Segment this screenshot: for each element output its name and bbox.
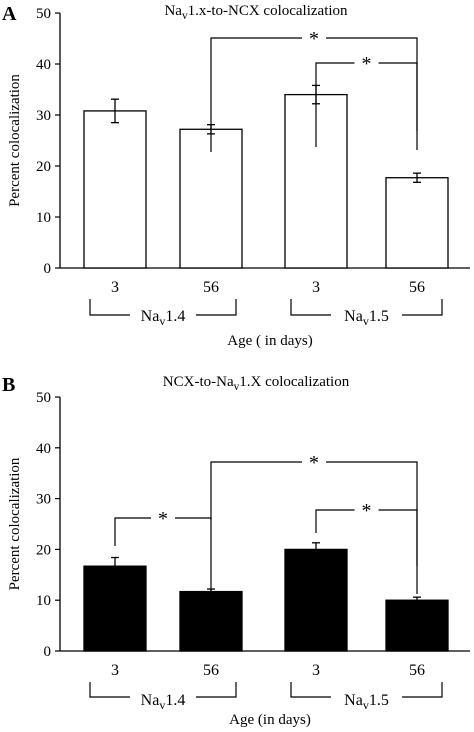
chart-title: NCX-to-Nav1.X colocalization xyxy=(163,374,350,393)
significance-bracket-right xyxy=(175,517,212,593)
bar xyxy=(385,599,449,652)
y-tick-label: 50 xyxy=(36,390,51,406)
significance-star: * xyxy=(362,500,372,522)
group-bracket-right xyxy=(196,682,237,698)
group-bracket-right xyxy=(196,299,237,316)
significance-bracket-left xyxy=(315,62,355,147)
group-label: Nav1.4 xyxy=(141,692,186,712)
significance-bracket-left xyxy=(315,509,355,533)
y-tick-label: 20 xyxy=(36,542,51,558)
group-bracket-right xyxy=(402,682,443,698)
group-bracket-right xyxy=(402,299,443,316)
category-label: 56 xyxy=(203,662,219,679)
group-bracket-left xyxy=(89,682,130,698)
x-axis-label: Age (in days) xyxy=(229,712,311,727)
group-label: Nav1.5 xyxy=(344,308,389,328)
category-label: 3 xyxy=(312,279,320,296)
category-label: 3 xyxy=(111,279,119,296)
y-axis-label: Percent colocalization xyxy=(7,74,23,207)
category-label: 3 xyxy=(111,662,119,679)
y-tick-label: 10 xyxy=(36,593,51,609)
significance-bracket-left xyxy=(210,37,302,152)
bar xyxy=(83,110,147,269)
y-tick-label: 30 xyxy=(36,108,51,124)
significance-bracket-right xyxy=(378,62,418,131)
bar xyxy=(83,565,147,652)
x-axis-label: Age ( in days) xyxy=(227,333,312,349)
y-tick-label: 40 xyxy=(36,441,51,457)
group-bracket-left xyxy=(290,682,331,698)
panel-letter: A xyxy=(2,3,17,25)
y-axis-label: Percent colocalization xyxy=(7,457,23,590)
y-tick-label: 20 xyxy=(36,159,51,175)
chart-title: Nav1.x-to-NCX colocalization xyxy=(164,3,348,22)
y-tick-label: 30 xyxy=(36,492,51,508)
panel-letter: B xyxy=(2,374,15,396)
significance-bracket-right xyxy=(378,509,418,594)
significance-bracket-left xyxy=(210,461,302,520)
category-label: 56 xyxy=(409,662,425,679)
category-label: 56 xyxy=(409,279,425,296)
y-tick-label: 50 xyxy=(36,6,51,22)
category-label: 56 xyxy=(203,279,219,296)
bar xyxy=(385,177,449,269)
group-bracket-left xyxy=(89,299,130,316)
group-label: Nav1.5 xyxy=(344,692,389,712)
y-tick-label: 40 xyxy=(36,57,51,73)
category-label: 3 xyxy=(312,662,320,679)
bar xyxy=(179,128,243,269)
significance-star: * xyxy=(158,508,168,530)
bar xyxy=(284,548,348,652)
y-tick-label: 10 xyxy=(36,210,51,226)
group-label: Nav1.4 xyxy=(141,308,186,328)
significance-bracket-left xyxy=(114,517,151,546)
significance-star: * xyxy=(362,53,372,75)
y-tick-label: 0 xyxy=(44,261,52,277)
bar xyxy=(179,590,243,652)
significance-star: * xyxy=(309,452,319,474)
significance-star: * xyxy=(309,28,319,50)
group-bracket-left xyxy=(290,299,331,316)
y-tick-label: 0 xyxy=(44,644,52,660)
